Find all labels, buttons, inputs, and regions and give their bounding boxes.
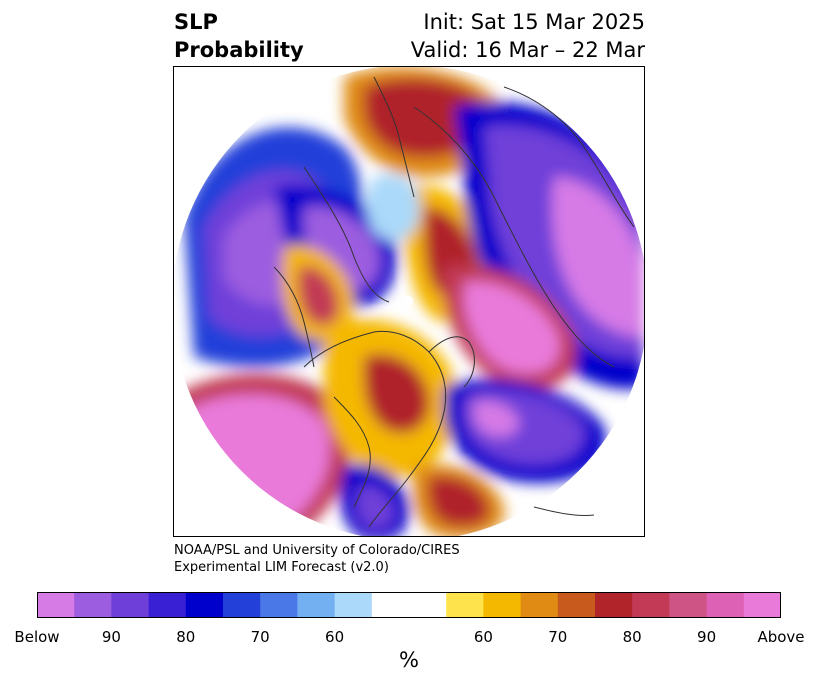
probability-map [173, 66, 645, 537]
colorbar-tick-label: 70 [250, 628, 270, 646]
colorbar-swatch [148, 592, 187, 618]
title-quantity: Probability [174, 38, 304, 62]
credit-text: NOAA/PSL and University of Colorado/CIRE… [174, 542, 460, 576]
north-pole-marker [403, 296, 413, 306]
caribbean-coast [533, 506, 595, 516]
scandinavia-coast [373, 76, 415, 198]
colorbar-swatch [520, 592, 559, 618]
init-date: Init: Sat 15 Mar 2025 [423, 10, 645, 34]
colorbar-swatch [409, 592, 447, 618]
colorbar-swatch [260, 592, 298, 618]
colorbar [37, 592, 781, 618]
colorbar-unit: % [399, 648, 419, 672]
colorbar-swatch [557, 592, 596, 618]
colorbar-swatch [483, 592, 522, 618]
chart-title-left: SLP Probability [174, 8, 304, 64]
colorbar-tick-label: 80 [622, 628, 642, 646]
colorbar-swatch [669, 592, 708, 618]
colorbar-swatch [743, 592, 781, 618]
colorbar-swatch [446, 592, 484, 618]
chart-title-right: Init: Sat 15 Mar 2025 Valid: 16 Mar – 22… [411, 8, 645, 64]
colorbar-swatch [185, 592, 224, 618]
colorbar-tick-label: 90 [101, 628, 121, 646]
hudson-bay-outline [428, 336, 475, 388]
colorbar-tick-label: Above [757, 628, 805, 646]
north-america-outline [303, 330, 447, 528]
coastlines [273, 76, 635, 528]
colorbar-tick-label: 90 [697, 628, 717, 646]
colorbar-swatch [595, 592, 633, 618]
colorbar-swatch [632, 592, 670, 618]
colorbar-swatch [371, 592, 410, 618]
colorbar-swatch [223, 592, 261, 618]
colorbar-tick-label: 60 [473, 628, 493, 646]
valid-range: Valid: 16 Mar – 22 Mar [410, 38, 645, 62]
colorbar-swatch [74, 592, 112, 618]
credit-line-2: Experimental LIM Forecast (v2.0) [174, 560, 389, 575]
siberia-coast [503, 86, 635, 228]
colorbar-border [37, 592, 781, 618]
alaska-coast [273, 266, 315, 368]
colorbar-swatch [706, 592, 745, 618]
colorbar-tick-label: 60 [325, 628, 345, 646]
colorbar-tick-label: 70 [548, 628, 568, 646]
title-variable: SLP [174, 10, 218, 34]
colorbar-swatch [297, 592, 336, 618]
colorbar-tick-label: Below [14, 628, 60, 646]
credit-line-1: NOAA/PSL and University of Colorado/CIRE… [174, 543, 460, 558]
colorbar-swatches [37, 592, 781, 618]
colorbar-swatch [334, 592, 373, 618]
map-canvas [174, 67, 644, 536]
eurasia-north-coast [413, 106, 615, 368]
colorbar-swatch [111, 592, 150, 618]
north-america-west-coast [333, 396, 371, 508]
arctic-islands-coast [303, 166, 390, 303]
colorbar-swatch [37, 592, 75, 618]
colorbar-tick-label: 80 [176, 628, 196, 646]
